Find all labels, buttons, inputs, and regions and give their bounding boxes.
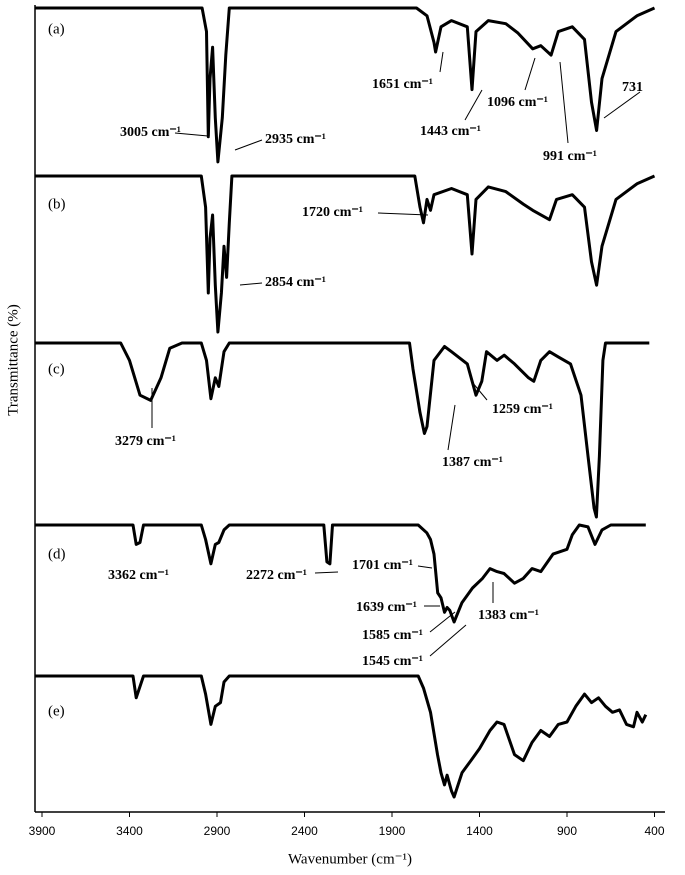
series-label: (a)	[48, 21, 65, 37]
leader-line	[429, 611, 456, 633]
annotation: 2272 cm⁻¹	[246, 568, 307, 583]
spectrum-line	[35, 674, 648, 799]
series-label: (d)	[48, 546, 66, 562]
leader-line	[464, 89, 483, 121]
spectrum-line	[35, 341, 650, 519]
x-tick-label: 2900	[204, 824, 231, 838]
series-label: (e)	[48, 703, 65, 719]
annotation: 1259 cm⁻¹	[492, 402, 553, 417]
leader-line	[377, 212, 429, 216]
x-tick-label: 3400	[116, 824, 143, 838]
annotation: 731	[622, 80, 643, 95]
x-tick-label: 3900	[29, 824, 56, 838]
annotation: 2935 cm⁻¹	[265, 132, 326, 147]
annotation: 1639 cm⁻¹	[356, 600, 417, 615]
spectrum-line	[35, 523, 646, 624]
leader-line	[471, 381, 488, 401]
x-tick-label: 900	[557, 824, 577, 838]
leader-line	[174, 132, 209, 137]
x-tick-label: 1900	[379, 824, 406, 838]
annotation: 991 cm⁻¹	[543, 149, 597, 164]
x-tick-label: 400	[644, 824, 664, 838]
annotation: 2854 cm⁻¹	[265, 275, 326, 290]
annotation: 1383 cm⁻¹	[478, 608, 539, 623]
annotation: 1387 cm⁻¹	[442, 455, 503, 470]
annotation: 1701 cm⁻¹	[352, 558, 413, 573]
series-label: (c)	[48, 361, 65, 377]
leader-line	[439, 51, 444, 73]
annotation: 1651 cm⁻¹	[372, 77, 433, 92]
leader-line	[603, 91, 641, 119]
series-label: (b)	[48, 196, 66, 212]
annotation: 3279 cm⁻¹	[115, 434, 176, 449]
leader-line	[559, 61, 569, 144]
leader-line	[314, 571, 339, 574]
leader-line	[234, 139, 263, 151]
leader-line	[417, 565, 433, 569]
leader-line	[524, 57, 536, 91]
leader-line	[447, 404, 456, 451]
y-axis-label: Transmittance (%)	[5, 304, 21, 416]
leader-line	[429, 624, 467, 657]
annotation: 1443 cm⁻¹	[420, 124, 481, 139]
spectrum-line	[35, 6, 656, 164]
spectrum-line	[35, 174, 656, 334]
x-tick-label: 1400	[466, 824, 493, 838]
annotation: 1585 cm⁻¹	[362, 628, 423, 643]
annotation: 1096 cm⁻¹	[487, 95, 548, 110]
annotation: 1545 cm⁻¹	[362, 654, 423, 669]
leader-line	[239, 282, 263, 286]
x-tick-label: 2400	[291, 824, 318, 838]
annotation: 3362 cm⁻¹	[108, 568, 169, 583]
annotation: 3005 cm⁻¹	[120, 125, 181, 140]
x-axis-label: Wavenumber (cm⁻¹)	[288, 851, 412, 867]
annotation: 1720 cm⁻¹	[302, 205, 363, 220]
